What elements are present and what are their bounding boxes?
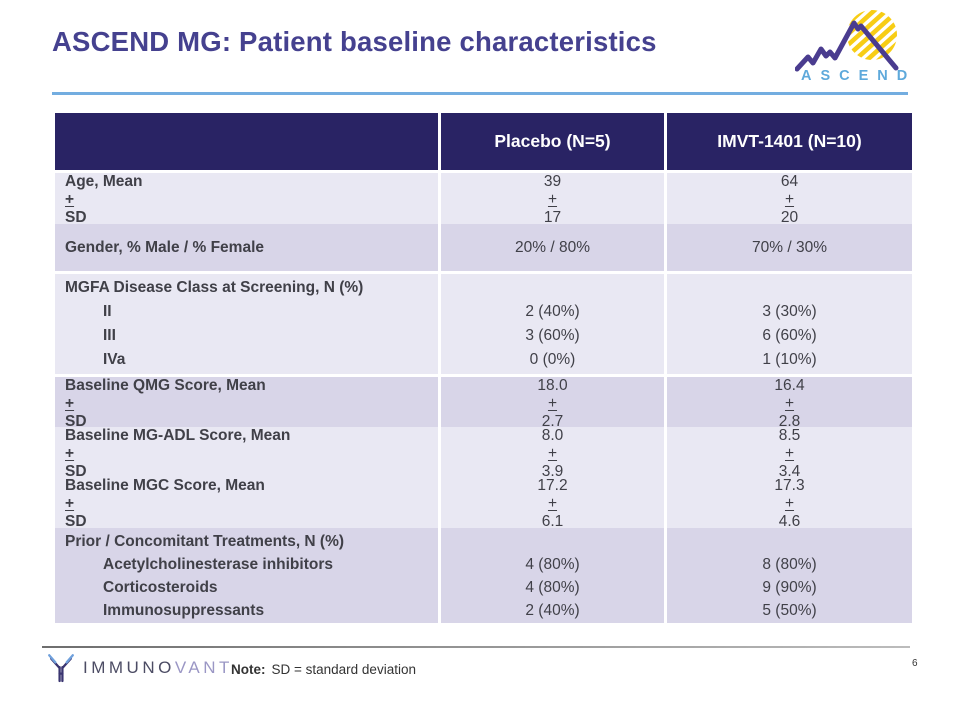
table-row-mgadl: Baseline MG-ADL Score, Mean + SD 8.0 + 3… <box>55 427 912 481</box>
row-label-group: MGFA Disease Class at Screening, N (%) I… <box>55 274 438 374</box>
sub-label: Immunosuppressants <box>103 601 265 619</box>
note-text: SD = standard deviation <box>271 662 416 677</box>
row-label: Baseline MGC Score, Mean + SD <box>55 477 438 531</box>
ascend-logo-text: ASCEND <box>801 68 917 84</box>
placebo-value: 0 (0%) <box>529 351 576 368</box>
row-label-group: Prior / Concomitant Treatments, N (%) Ac… <box>55 528 438 623</box>
column-header-characteristic <box>55 113 438 170</box>
immunovant-logo: IMMUNOVANT <box>46 650 233 686</box>
row-label: Gender, % Male / % Female <box>55 224 438 271</box>
placebo-value: 17.2 + 6.1 <box>441 477 664 531</box>
imvt-value: 6 (60%) <box>762 327 817 344</box>
ascend-logo: ASCEND <box>795 6 915 90</box>
table-row-qmg: Baseline QMG Score, Mean + SD 18.0 + 2.7… <box>55 377 912 431</box>
baseline-characteristics-table: Placebo (N=5) IMVT-1401 (N=10) Age, Mean… <box>55 113 912 623</box>
column-header-placebo: Placebo (N=5) <box>441 113 664 170</box>
imvt-value: 3 (30%) <box>762 303 817 320</box>
immunovant-wordmark: IMMUNOVANT <box>83 658 233 678</box>
ascend-mountain-sun-icon <box>795 10 899 72</box>
imvt-value-group: 8 (80%) 9 (90%) 5 (50%) <box>667 528 912 623</box>
footnote: Note: SD = standard deviation <box>231 662 416 677</box>
placebo-value: 2 (40%) <box>525 303 580 320</box>
row-label: Baseline QMG Score, Mean + SD <box>55 377 438 431</box>
sub-label: Acetylcholinesterase inhibitors <box>103 555 333 573</box>
table-row-prior-treatments: Prior / Concomitant Treatments, N (%) Ac… <box>55 528 912 623</box>
placebo-value: 8.0 + 3.9 <box>441 427 664 481</box>
imvt-value: 8.5 + 3.4 <box>667 427 912 481</box>
wordmark-vant: VANT <box>174 658 233 677</box>
footer-divider <box>42 646 910 648</box>
imvt-value: 17.3 + 4.6 <box>667 477 912 531</box>
group-heading: MGFA Disease Class at Screening, N (%) <box>65 279 364 296</box>
group-heading: Prior / Concomitant Treatments, N (%) <box>65 532 345 550</box>
sub-label: II <box>103 303 112 320</box>
imvt-value: 16.4 + 2.8 <box>667 377 912 431</box>
imvt-value: 70% / 30% <box>667 224 912 271</box>
placebo-value: 3 (60%) <box>525 327 580 344</box>
column-header-imvt: IMVT-1401 (N=10) <box>667 113 912 170</box>
imvt-value: 5 (50%) <box>762 601 817 619</box>
placebo-value-group: 4 (80%) 4 (80%) 2 (40%) <box>441 528 664 623</box>
note-label: Note: <box>231 662 266 677</box>
page-title: ASCEND MG: Patient baseline characterist… <box>52 26 657 57</box>
imvt-value: 1 (10%) <box>762 351 817 368</box>
placebo-value: 2 (40%) <box>525 601 580 619</box>
placebo-value: 4 (80%) <box>525 555 580 573</box>
imvt-value: 9 (90%) <box>762 578 817 596</box>
mountain-icon <box>795 20 899 72</box>
table-row-gender: Gender, % Male / % Female 20% / 80% 70% … <box>55 224 912 271</box>
sub-label: IVa <box>103 351 126 368</box>
placebo-value: 39 + 17 <box>441 173 664 227</box>
placebo-value: 4 (80%) <box>525 578 580 596</box>
row-label: Age, Mean + SD <box>55 173 438 227</box>
row-label: Baseline MG-ADL Score, Mean + SD <box>55 427 438 481</box>
imvt-value: 64 + 20 <box>667 173 912 227</box>
page-number: 6 <box>912 658 918 669</box>
placebo-value: 18.0 + 2.7 <box>441 377 664 431</box>
table-row-mgfa-class: MGFA Disease Class at Screening, N (%) I… <box>55 274 912 374</box>
title-divider <box>52 92 908 95</box>
table-row-mgc: Baseline MGC Score, Mean + SD 17.2 + 6.1… <box>55 477 912 531</box>
placebo-value-group: 2 (40%) 3 (60%) 0 (0%) <box>441 274 664 374</box>
sub-label: Corticosteroids <box>103 578 218 596</box>
sub-label: III <box>103 327 116 344</box>
placebo-value: 20% / 80% <box>441 224 664 271</box>
table-header-row: Placebo (N=5) IMVT-1401 (N=10) <box>55 113 912 170</box>
table-row-age: Age, Mean + SD 39 + 17 64 + 20 <box>55 173 912 227</box>
imvt-value-group: 3 (30%) 6 (60%) 1 (10%) <box>667 274 912 374</box>
wordmark-immuno: IMMUNO <box>83 658 175 677</box>
imvt-value: 8 (80%) <box>762 555 817 573</box>
antibody-icon <box>48 654 74 683</box>
